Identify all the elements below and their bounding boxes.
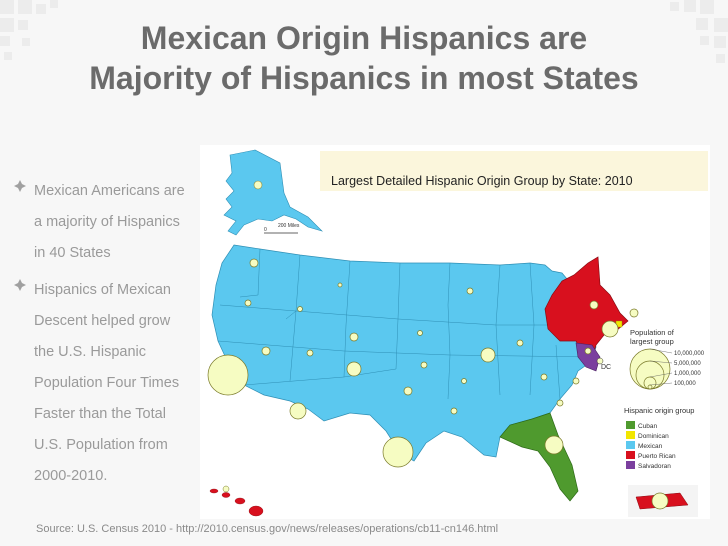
dc-bubble <box>596 357 604 365</box>
census-map-image: Largest Detailed Hispanic Origin Group b… <box>200 145 710 519</box>
bullet-line: the U.S. Hispanic <box>34 344 147 360</box>
legend-label-dominican: Dominican <box>638 433 669 440</box>
new-york-bubble <box>601 320 619 338</box>
scale-label-0: 0 <box>264 227 267 233</box>
bullet-line: Population Four Times <box>34 375 180 391</box>
source-citation: Source: U.S. Census 2010 - http://2010.c… <box>36 523 499 535</box>
alaska-bubble <box>253 180 263 190</box>
kentucky-bubble <box>540 373 548 381</box>
bullet-line: in 40 States <box>34 245 111 261</box>
bullet-item: Hispanics of Mexican Descent helped grow… <box>14 275 204 492</box>
colorado-bubble <box>349 332 359 342</box>
pop-value-1: 10,000,000 <box>674 351 705 357</box>
scale-label-1: 200 Miles <box>278 223 300 229</box>
title-line-1: Mexican Origin Hispanics are <box>140 20 588 56</box>
oklahoma-bubble <box>403 386 413 396</box>
bullet-line: Descent helped grow <box>34 313 171 329</box>
california-bubble <box>207 354 249 396</box>
legend-label-puerto-rican: Puerto Rican <box>638 453 676 460</box>
nevada-bubble <box>261 346 271 356</box>
legend-label-mexican: Mexican <box>638 443 663 450</box>
hawaii-bubble <box>222 485 230 493</box>
texas-bubble <box>382 436 414 468</box>
oregon-bubble <box>244 299 252 307</box>
origin-legend: Hispanic origin group Cuban Dominican Mexi… <box>624 406 694 470</box>
bullet-line: Mexican Americans are <box>34 183 185 199</box>
background-pattern <box>0 0 728 63</box>
us-map: Largest Detailed Hispanic Origin Group b… <box>207 149 708 517</box>
nebraska-bubble <box>417 330 423 336</box>
map-title-band <box>320 151 708 191</box>
washington-bubble <box>249 258 259 268</box>
legend-label-cuban: Cuban <box>638 423 658 430</box>
map-title: Largest Detailed Hispanic Origin Group b… <box>331 174 633 188</box>
arkansas-bubble <box>450 407 458 415</box>
pop-legend-title-2: largest group <box>630 337 674 346</box>
bullet-line: U.S. Population from <box>34 437 168 453</box>
maryland-bubble <box>584 347 592 355</box>
puerto-rico-bubble <box>651 492 669 510</box>
dc-salvadoran <box>575 342 601 372</box>
pop-legend-title-1: Population of <box>630 328 675 337</box>
legend-label-salvadoran: Salvadoran <box>638 463 671 470</box>
kansas-bubble <box>420 361 428 369</box>
legend-swatch-dominican <box>626 431 635 439</box>
montana-bubble <box>337 282 343 288</box>
pop-value-2: 5,000,000 <box>674 361 701 367</box>
title-line-2: Majority of Hispanics in most States <box>89 60 639 96</box>
origin-legend-title: Hispanic origin group <box>624 406 694 415</box>
minnesota-bubble <box>466 287 474 295</box>
florida-bubble <box>544 435 564 455</box>
legend-swatch-cuban <box>626 421 635 429</box>
legend-swatch-puerto-rican <box>626 451 635 459</box>
legend-swatch-mexican <box>626 441 635 449</box>
new-mexico-bubble <box>346 361 362 377</box>
bullet-line: 2000-2010. <box>34 468 108 484</box>
state-borders <box>217 248 593 400</box>
utah-bubble <box>306 349 314 357</box>
indiana-bubble <box>516 339 524 347</box>
bullet-line: Hispanics of Mexican <box>34 282 171 298</box>
north-carolina-bubble <box>572 377 580 385</box>
massachusetts-bubble <box>629 308 639 318</box>
diamond-bullet-icon <box>14 180 26 192</box>
dc-label: DC <box>601 364 611 371</box>
slide-title: Mexican Origin Hispanics are Majority of… <box>0 18 728 98</box>
bullet-line: a majority of Hispanics <box>34 214 180 230</box>
population-legend: Population of largest group 10,000,000 5… <box>629 328 705 390</box>
pop-value-3: 1,000,000 <box>674 371 701 377</box>
idaho-bubble <box>297 306 303 312</box>
hawaii-puerto-rican <box>209 488 264 517</box>
georgia-bubble <box>556 399 564 407</box>
bullet-line: Faster than the Total <box>34 406 166 422</box>
bullet-item: Mexican Americans are a majority of Hisp… <box>14 176 204 269</box>
illinois-bubble <box>480 347 496 363</box>
arizona-bubble <box>289 402 307 420</box>
pop-value-4: 100,000 <box>674 381 696 387</box>
missouri-bubble <box>461 378 467 384</box>
florida-cuban <box>499 412 579 502</box>
pennsylvania-bubble <box>589 300 599 310</box>
bullet-list: Mexican Americans are a majority of Hisp… <box>14 176 204 498</box>
diamond-bullet-icon <box>14 279 26 291</box>
alaska-shape <box>223 149 324 236</box>
legend-swatch-salvadoran <box>626 461 635 469</box>
population-bubbles <box>207 258 639 468</box>
